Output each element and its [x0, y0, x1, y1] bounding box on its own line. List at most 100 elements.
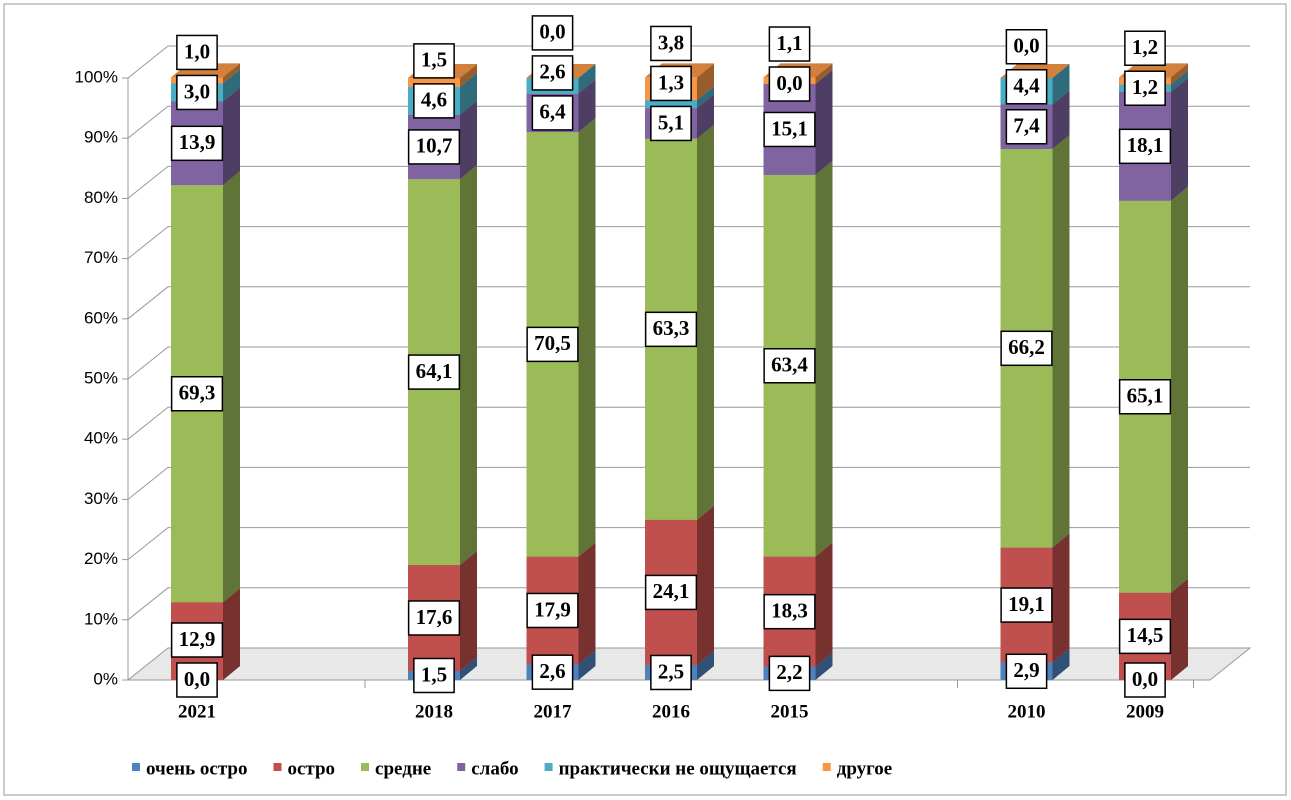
bar-side	[578, 79, 596, 133]
data-label: 64,1	[407, 354, 461, 390]
label-text: 4,4	[1013, 74, 1040, 98]
label-box	[176, 74, 218, 111]
label-box	[768, 655, 811, 692]
bar-side	[697, 94, 714, 139]
data-label: 24,1	[644, 574, 698, 611]
data-label: 5,1	[650, 105, 692, 142]
y-tick-label: 0%	[93, 669, 118, 688]
label-text: 2,6	[539, 659, 565, 683]
data-label: 66,2	[1000, 330, 1053, 367]
label-text: 2,5	[658, 659, 684, 683]
data-label: 1,5	[413, 657, 455, 694]
x-tick-label: 2018	[415, 701, 453, 722]
label-box	[1124, 30, 1166, 66]
label-box	[1118, 128, 1172, 165]
label-box	[526, 326, 579, 363]
label-box	[1124, 662, 1166, 698]
data-label: 12,9	[170, 622, 224, 658]
data-label: 63,4	[763, 348, 816, 384]
data-label: 3,0	[176, 74, 218, 111]
x-tick-label: 2016	[652, 701, 690, 722]
data-label: 63,3	[644, 311, 698, 348]
grid-line	[127, 286, 1250, 320]
data-label: 1,2	[1124, 30, 1166, 66]
label-box	[1005, 109, 1048, 145]
data-label: 65,1	[1118, 379, 1172, 415]
label-text: 17,6	[416, 605, 453, 629]
y-tick-label: 90%	[84, 128, 118, 147]
bar-side	[1171, 77, 1188, 201]
label-text: 10,7	[416, 134, 453, 158]
data-label: 4,6	[413, 83, 455, 119]
label-text: 18,1	[1127, 133, 1164, 157]
label-box	[650, 25, 692, 62]
data-label: 1,0	[176, 34, 218, 71]
grid-line	[127, 226, 1250, 259]
label-box	[170, 375, 224, 412]
data-label: 1,3	[650, 65, 692, 102]
data-label: 2,6	[531, 55, 574, 91]
bar-side	[815, 542, 833, 667]
label-box	[650, 65, 692, 102]
label-box	[644, 574, 698, 611]
bar-side	[460, 64, 477, 88]
label-text: 4,6	[421, 88, 447, 112]
bar-side	[697, 505, 714, 665]
bar-side	[1171, 63, 1188, 85]
legend-label: практически не ощущается	[559, 758, 797, 779]
label-text: 0,0	[184, 667, 210, 691]
bar-side	[578, 118, 596, 557]
label-text: 63,3	[653, 316, 690, 340]
data-label: 4,4	[1005, 69, 1048, 105]
label-text: 14,5	[1127, 623, 1164, 647]
grid-line	[127, 165, 1250, 199]
bar-side	[460, 100, 477, 180]
label-text: 13,9	[179, 130, 216, 154]
bar-side	[815, 652, 833, 680]
label-box	[413, 43, 455, 79]
grid-line	[127, 105, 1250, 139]
label-text: 2,2	[776, 660, 802, 684]
data-label: 10,7	[407, 129, 461, 165]
label-box	[531, 15, 574, 51]
bar-side	[1171, 186, 1188, 593]
label-box	[644, 311, 698, 348]
data-label: 1,1	[768, 26, 811, 62]
bar-side	[1171, 578, 1188, 680]
label-box	[1000, 587, 1053, 623]
bar-side	[815, 70, 833, 175]
label-text: 0,0	[1013, 34, 1039, 58]
label-text: 19,1	[1008, 592, 1045, 616]
label-box	[170, 125, 224, 162]
legend-marker	[273, 763, 282, 771]
data-label: 14,5	[1118, 618, 1172, 655]
label-text: 24,1	[653, 579, 690, 603]
bar-side	[1052, 135, 1070, 548]
legend-label: остро	[287, 758, 335, 779]
legend-marker	[544, 763, 553, 771]
bar-side	[460, 551, 477, 671]
label-box	[413, 83, 455, 119]
label-text: 6,4	[539, 100, 566, 124]
y-tick-label: 30%	[84, 489, 118, 508]
grid-line	[127, 587, 1250, 621]
data-label: 6,4	[531, 95, 574, 131]
label-text: 0,0	[539, 20, 565, 44]
legend-marker	[361, 763, 370, 771]
label-text: 0,0	[1132, 667, 1158, 691]
bar-side	[223, 87, 240, 186]
x-tick-label: 2009	[1126, 701, 1164, 722]
x-tick-label: 2021	[178, 701, 216, 722]
bar-side	[697, 650, 714, 680]
label-text: 12,9	[179, 627, 216, 651]
label-box	[1118, 379, 1172, 415]
legend-label: очень остро	[146, 758, 247, 779]
data-label: 15,1	[763, 111, 816, 148]
label-text: 66,2	[1008, 335, 1045, 359]
y-tick-label: 70%	[84, 248, 118, 267]
label-text: 0,0	[776, 71, 802, 95]
y-tick-label: 20%	[84, 549, 118, 568]
grid-line	[127, 527, 1250, 560]
label-box	[531, 654, 574, 690]
label-text: 69,3	[179, 381, 216, 405]
